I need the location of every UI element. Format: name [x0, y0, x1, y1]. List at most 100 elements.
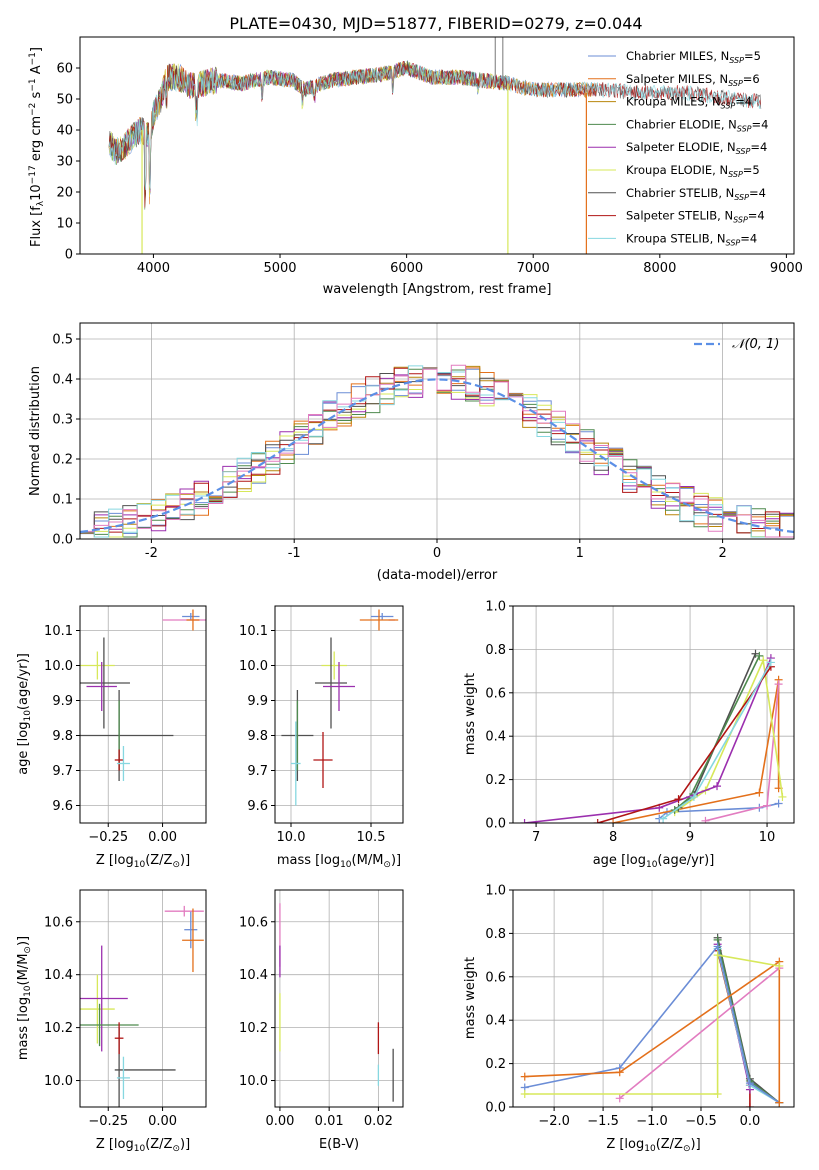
data-marker — [775, 961, 784, 970]
data-marker — [593, 819, 602, 823]
series-line — [524, 960, 781, 1103]
x-tick-label: 0.00 — [265, 1114, 294, 1129]
label-part: 10 — [134, 1144, 146, 1154]
data-marker — [713, 942, 722, 951]
label-part: λ — [36, 200, 46, 206]
data-marker — [609, 819, 618, 823]
x-axis-label: E(B-V) — [319, 1137, 359, 1152]
histogram-step — [80, 364, 794, 538]
label-part: )] — [691, 1137, 701, 1152]
legend-entry: Chabrier ELODIE, NSSP=4 — [626, 117, 768, 133]
y-tick-label: 10.2 — [239, 1021, 268, 1036]
y-tick-label: 10.1 — [239, 624, 268, 639]
label-part: (age/yr)] — [16, 653, 31, 710]
data-marker — [659, 814, 668, 823]
data-marker — [774, 799, 783, 808]
series-line — [524, 954, 780, 1095]
gaussian-curve — [80, 378, 794, 534]
series-line — [524, 657, 772, 823]
y-tick-label: 9.7 — [52, 764, 73, 779]
x-tick-label: 10.5 — [357, 830, 386, 845]
x-tick-label: 0.01 — [315, 1114, 344, 1129]
y-tick-label: 10.0 — [239, 659, 268, 674]
label-part: ⊙ — [23, 946, 33, 954]
label-part: A — [29, 65, 44, 78]
plot-area — [279, 903, 394, 1102]
x-tick-label: -1 — [288, 546, 301, 561]
y-tick-label: 0 — [65, 248, 73, 263]
x-tick-label: 0.00 — [148, 1114, 177, 1129]
x-tick-label: 0.0 — [740, 1114, 761, 1129]
data-marker — [745, 1079, 754, 1088]
data-marker — [674, 795, 683, 804]
y-tick-label: 9.6 — [247, 799, 268, 814]
x-tick-label: −1.5 — [587, 1114, 619, 1129]
y-tick-label: 9.7 — [247, 764, 268, 779]
x-axis-label: Z [log10(Z/Z⊙)] — [96, 1137, 190, 1154]
x-tick-label: 4000 — [137, 261, 170, 276]
legend-entry: Chabrier STELIB, NSSP=4 — [626, 186, 766, 202]
x-tick-label: 10.0 — [277, 830, 306, 845]
legend-entry: Salpeter MILES, NSSP=6 — [626, 72, 760, 88]
y-axis-label: Flux [fλ10−17 erg cm−2 s−1 A−1] — [28, 47, 46, 247]
x-axis-label: age [log10(age/yr)] — [593, 853, 715, 870]
y-axis-label: mass weight — [463, 673, 478, 755]
y-tick-label: 10 — [56, 217, 73, 232]
legend: Chabrier MILES, NSSP=5 Salpeter MILES, NS… — [588, 49, 768, 247]
legend-entry: 𝒩(0, 1) — [732, 337, 779, 352]
label-part: −2 — [28, 103, 38, 116]
legend-entry: Salpeter ELODIE, NSSP=4 — [626, 140, 767, 156]
data-marker — [766, 658, 775, 667]
data-marker — [755, 651, 764, 660]
label-part: ⊙ — [172, 860, 180, 870]
panel-spectrum: 4000 5000 6000 7000 8000 9000 0 10 20 30 40 50 60 Flu… — [28, 36, 803, 297]
y-tick-label: 10.6 — [44, 915, 73, 930]
axes-frame — [79, 889, 207, 1108]
label-part: ] — [29, 47, 44, 52]
axes-frame — [79, 605, 207, 824]
data-marker — [520, 819, 529, 823]
label-part: (M/M — [16, 954, 31, 986]
label-part: ⊙ — [683, 1144, 691, 1154]
y-tick-label: 60 — [56, 62, 73, 77]
label-part: mass [log — [277, 853, 340, 868]
x-axis-label: Z [log10(Z/Z⊙)] — [96, 853, 190, 870]
plot-area — [520, 649, 787, 823]
y-tick-label: 10.0 — [239, 1074, 268, 1089]
data-marker — [615, 1094, 624, 1103]
x-tick-label: 0.02 — [364, 1114, 393, 1129]
data-marker — [713, 951, 722, 960]
x-tick-label: −2.0 — [538, 1114, 570, 1129]
x-tick-label: −0.25 — [88, 830, 128, 845]
panel-weight_vs_age: 7 8 9 10 0.0 0.2 0.4 0.6 0.8 1.0 mass weight age [l… — [463, 600, 795, 870]
y-axis-label: mass weight — [463, 957, 478, 1039]
y-tick-label: 0.2 — [52, 453, 73, 468]
y-tick-label: 0.6 — [485, 970, 506, 985]
spectrum-line — [108, 64, 762, 191]
figure-title: PLATE=0430, MJD=51877, FIBERID=0279, z=0… — [229, 14, 642, 33]
legend-entry: Chabrier MILES, NSSP=5 — [626, 49, 761, 65]
y-tick-label: 0.2 — [485, 1057, 506, 1072]
x-axis-label: (data-model)/error — [377, 568, 498, 583]
data-marker — [745, 1103, 754, 1107]
y-tick-label: 10.4 — [239, 968, 268, 983]
label-part: −17 — [28, 165, 38, 184]
x-tick-label: −1.0 — [636, 1114, 668, 1129]
label-part: f — [29, 206, 44, 211]
label-part: )] — [391, 853, 401, 868]
label-part: −1 — [28, 52, 38, 65]
y-tick-label: 0.0 — [485, 1101, 506, 1116]
y-tick-label: 1.0 — [485, 884, 506, 899]
x-tick-label: 7 — [532, 830, 540, 845]
label-part: −1 — [28, 78, 38, 91]
label-part: )] — [180, 853, 190, 868]
label-part: 10 — [340, 860, 352, 870]
y-tick-label: 0.4 — [485, 730, 506, 745]
y-tick-label: 0.0 — [485, 817, 506, 832]
plot-area — [80, 905, 204, 1107]
plot-area — [80, 609, 206, 781]
series-line — [612, 679, 780, 823]
legend-entry: Salpeter STELIB, NSSP=4 — [626, 209, 765, 225]
label-part: erg cm — [29, 116, 44, 165]
